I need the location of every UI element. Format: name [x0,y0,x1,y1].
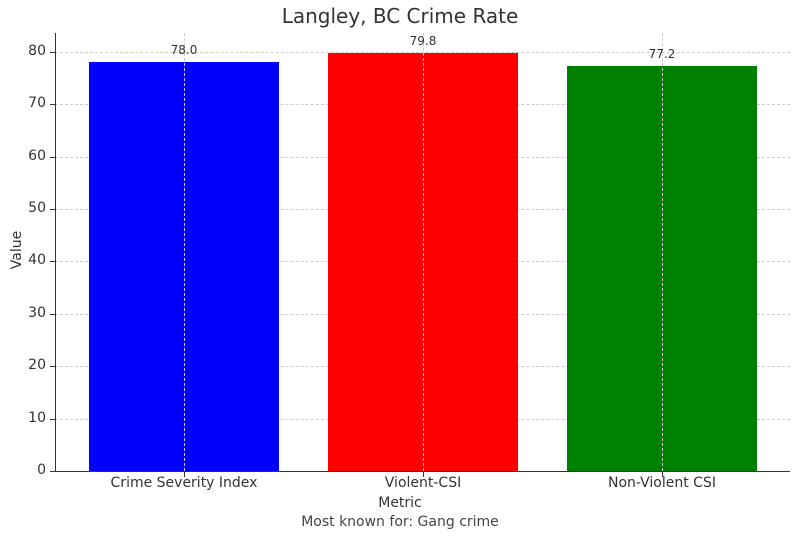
y-tick-mark [50,104,55,106]
y-tick-label: 70 [28,95,46,112]
x-tick-label: Non-Violent CSI [608,475,716,491]
y-tick-label: 80 [28,42,46,59]
y-tick-mark [50,313,55,315]
chart-caption: Most known for: Gang crime [301,514,499,530]
y-tick-mark [50,209,55,210]
y-axis-line [55,33,57,471]
plot-area: 78.0 79.8 77.2 [55,33,790,471]
y-tick-label: 10 [28,409,46,426]
gridline-vertical [423,33,424,471]
y-tick-mark [50,418,55,420]
gridline-horizontal [55,51,790,53]
x-tick-label: Crime Severity Index [110,475,258,491]
y-tick-mark [50,261,55,263]
y-tick-label: 40 [28,252,46,269]
x-axis-label: Metric [378,495,422,511]
x-tick-mark [423,472,424,477]
y-tick-label: 60 [28,147,46,164]
chart-title: Langley, BC Crime Rate [281,4,519,28]
gridline-vertical [184,33,185,471]
x-axis-line [55,471,790,473]
y-tick-mark [50,366,55,368]
y-tick-label: 20 [28,357,46,374]
bar-value-label: 78.0 [170,43,198,58]
x-tick-label: Violent-CSI [384,475,462,491]
x-tick-mark [184,472,185,477]
y-tick-label: 0 [37,462,46,478]
y-tick-label: 50 [28,200,46,216]
y-tick-mark [50,471,55,472]
y-tick-mark [50,156,55,158]
y-tick-mark [50,51,55,53]
bar-value-label: 79.8 [409,33,437,48]
y-tick-label: 30 [28,304,46,321]
x-tick-mark [662,472,663,477]
bar-value-label: 77.2 [648,47,676,62]
gridline-vertical [662,33,663,471]
y-axis-label: Value [9,230,25,270]
